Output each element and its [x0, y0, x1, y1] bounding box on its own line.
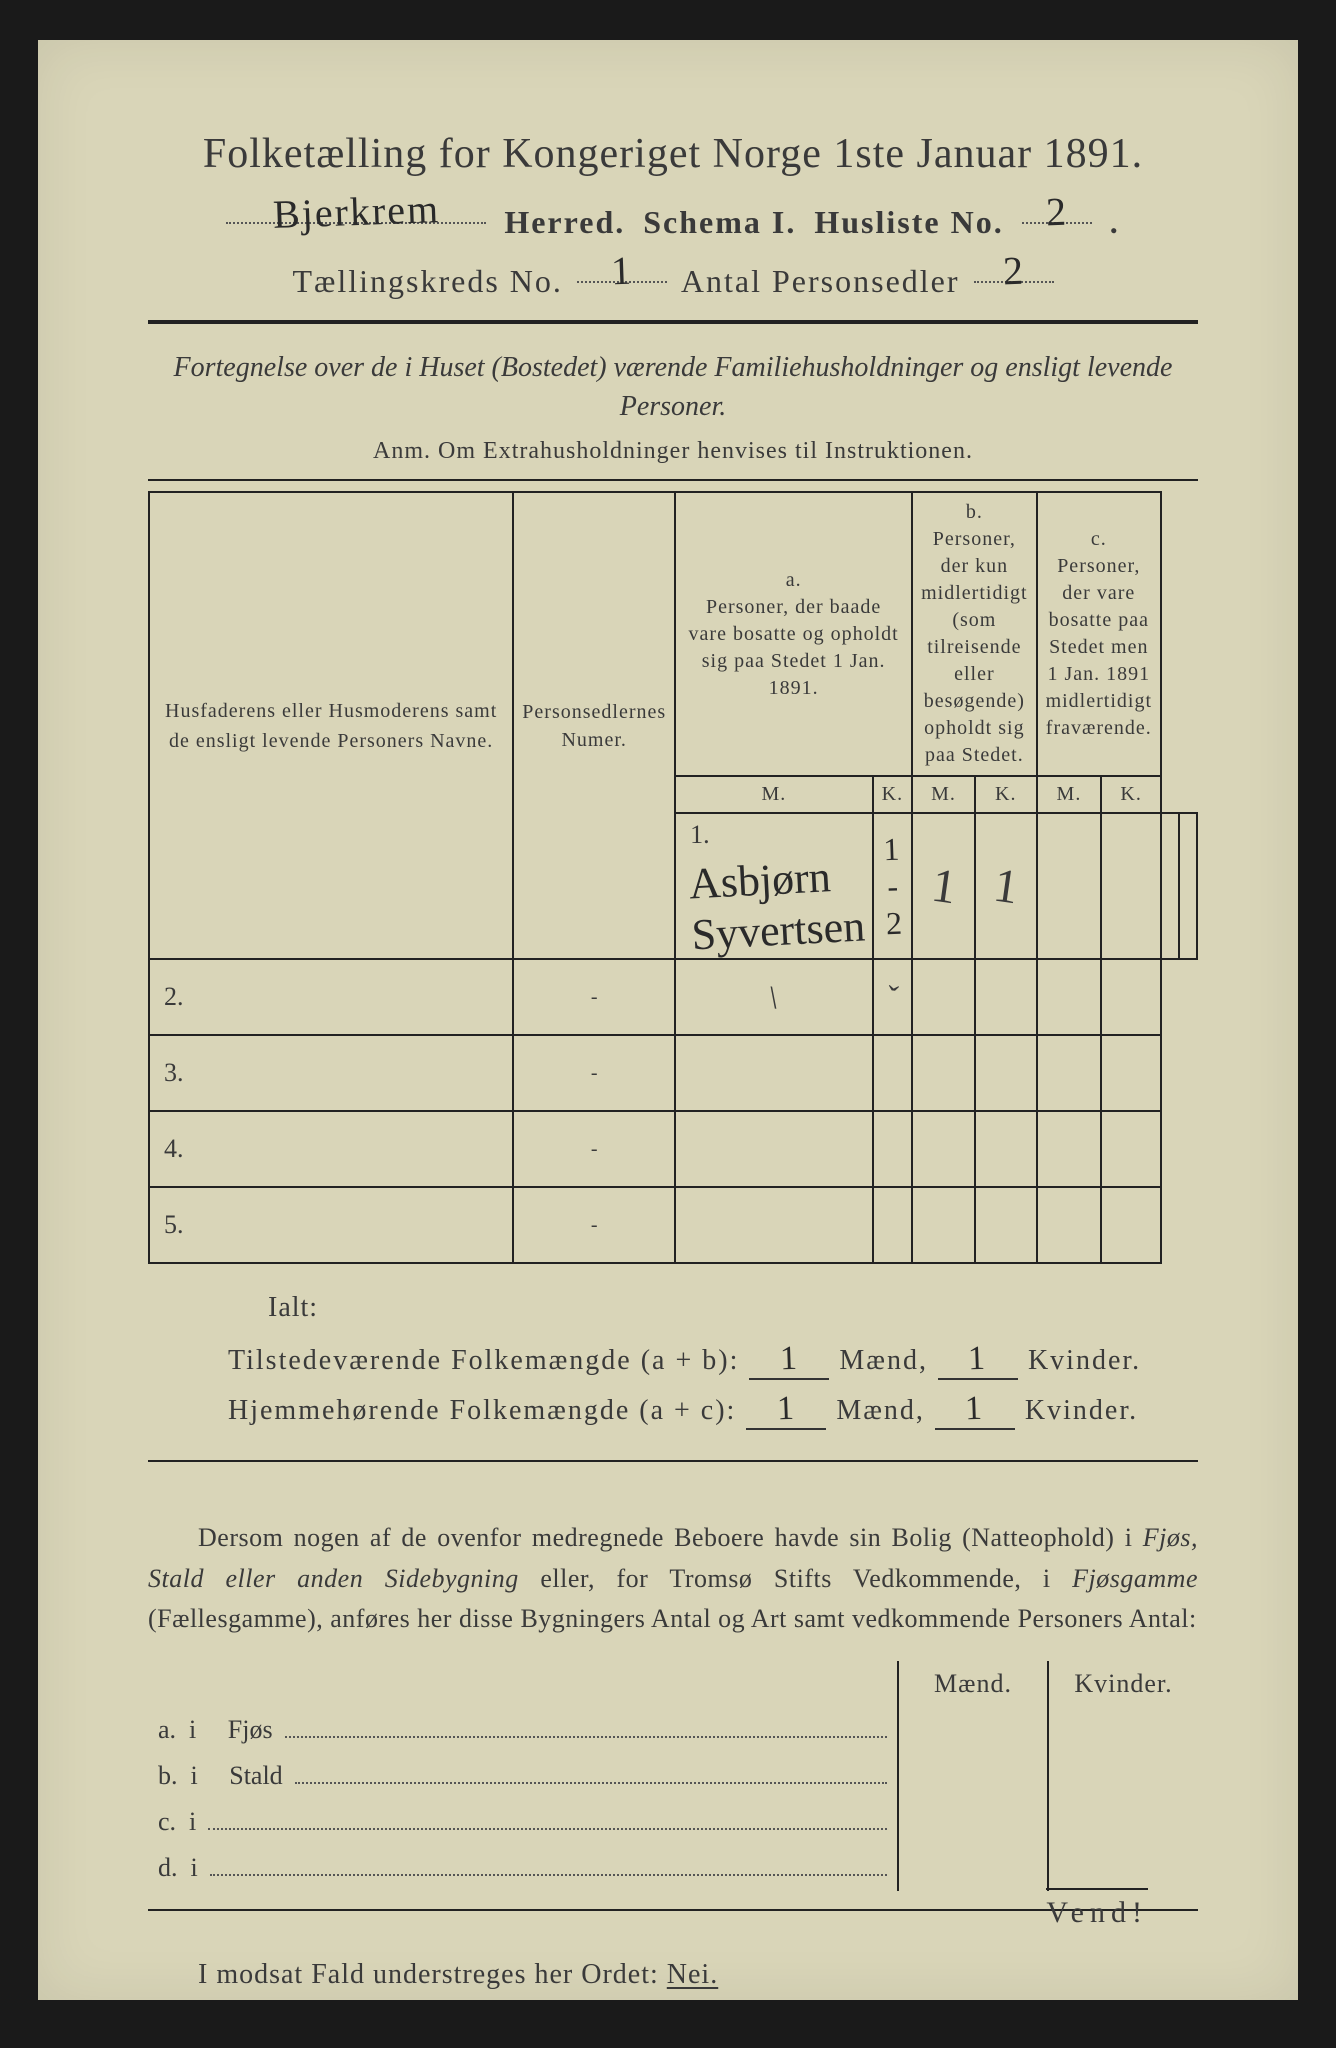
bottom-row: b. i Stald — [148, 1753, 1198, 1799]
table-row: 2. - \ ˇ — [149, 959, 1197, 1035]
col-b-k: K. — [975, 776, 1037, 813]
divider-thick — [148, 320, 1198, 324]
page-title: Folketælling for Kongeriget Norge 1ste J… — [148, 130, 1198, 178]
col-b-m: M. — [912, 776, 975, 813]
sum-line-2: Hjemmehørende Folkemængde (a + c): 1 Mæn… — [228, 1390, 1198, 1430]
paragraph: Dersom nogen af de ovenfor medregnede Be… — [148, 1518, 1198, 1639]
subtitle: Fortegnelse over de i Huset (Bostedet) v… — [148, 348, 1198, 426]
nei-word: Nei. — [667, 1959, 718, 1990]
bottom-row: d. i — [148, 1845, 1198, 1891]
herred-label: Herred. — [504, 204, 625, 241]
divider-thin — [148, 479, 1198, 481]
ialt-label: Ialt: — [268, 1292, 1198, 1324]
row1-name-handwritten: Asbjørn Syvertsen — [688, 850, 867, 961]
table-row: 4. - — [149, 1111, 1197, 1187]
schema-label: Schema I. — [643, 204, 796, 241]
bottom-kvinder-header: Kvinder. — [1048, 1661, 1198, 1707]
anm-note: Anm. Om Extrahusholdninger henvises til … — [148, 438, 1198, 465]
main-table: Husfaderens eller Husmoderens samt de en… — [148, 491, 1198, 1264]
nei-line: I modsat Fald understreges her Ordet: Ne… — [148, 1959, 1198, 1991]
bottom-row: a. i Fjøs — [148, 1707, 1198, 1753]
census-form-page: Folketælling for Kongeriget Norge 1ste J… — [38, 40, 1298, 2000]
col-header-nummer: Personsedlernes Numer. — [513, 492, 675, 959]
table-row: 3. - — [149, 1035, 1197, 1111]
kreds-handwritten: 1 — [610, 247, 634, 295]
antal-handwritten: 2 — [1002, 247, 1026, 295]
vend-label: Vend! — [1046, 1888, 1148, 1930]
col-a-m: M. — [675, 776, 873, 813]
kreds-field: 1 — [577, 255, 667, 283]
kreds-label: Tællingskreds No. — [292, 263, 562, 300]
col-header-names: Husfaderens eller Husmoderens samt de en… — [149, 492, 513, 959]
table-row: 5. - — [149, 1187, 1197, 1263]
divider-thin-2 — [148, 1460, 1198, 1462]
col-c-m: M. — [1037, 776, 1102, 813]
col-c-k: K. — [1101, 776, 1161, 813]
bottom-table: Mænd. Kvinder. a. i Fjøs b. i Stald c. i… — [148, 1661, 1198, 1891]
herred-field: Bjerkrem — [226, 196, 486, 224]
col-header-a: a. Personer, der baade vare bosatte og o… — [675, 492, 912, 776]
divider-thin-3 — [148, 1909, 1198, 1911]
husliste-field: 2 — [1022, 196, 1092, 224]
antal-label: Antal Personsedler — [681, 263, 960, 300]
husliste-handwritten: 2 — [1045, 188, 1069, 236]
col-header-b: b. Personer, der kun midlertidigt (som t… — [912, 492, 1036, 776]
header-line-2: Bjerkrem Herred. Schema I. Husliste No. … — [148, 196, 1198, 241]
bottom-maend-header: Mænd. — [898, 1661, 1048, 1707]
husliste-label: Husliste No. — [814, 204, 1003, 241]
header-line-3: Tællingskreds No. 1 Antal Personsedler 2 — [148, 255, 1198, 300]
bottom-row: c. i — [148, 1799, 1198, 1845]
col-header-c: c. Personer, der vare bosatte paa Stedet… — [1037, 492, 1161, 776]
antal-field: 2 — [974, 255, 1054, 283]
sum-line-1: Tilstedeværende Folkemængde (a + b): 1 M… — [228, 1340, 1198, 1380]
col-a-k: K. — [873, 776, 912, 813]
herred-handwritten: Bjerkrem — [272, 185, 441, 238]
